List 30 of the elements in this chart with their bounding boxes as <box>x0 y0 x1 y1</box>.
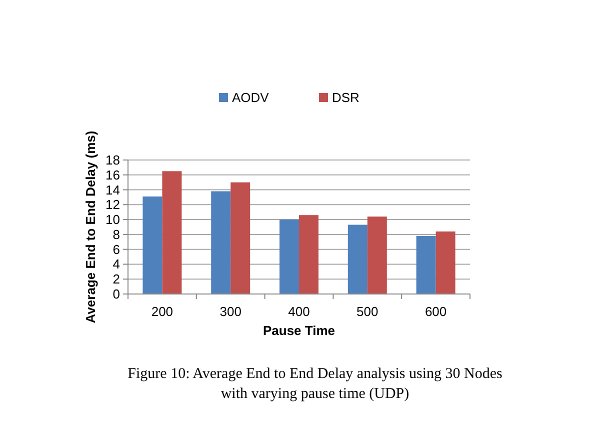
bar <box>348 224 368 294</box>
y-tick-label: 10 <box>106 212 120 228</box>
y-tick-label: 14 <box>106 182 120 198</box>
legend-label: AODV <box>232 90 270 105</box>
bar <box>367 216 387 294</box>
bar <box>280 220 299 294</box>
y-tick-label: 18 <box>106 152 120 168</box>
bar <box>299 215 318 294</box>
y-tick-label: 2 <box>112 272 120 287</box>
y-tick-label: 6 <box>112 242 120 257</box>
x-tick-label: 300 <box>220 304 242 319</box>
x-tick-label: 600 <box>424 304 447 319</box>
y-axis-title: Average End to End Delay (ms) <box>83 130 98 324</box>
bar <box>162 171 182 294</box>
y-tick-label: 12 <box>106 197 120 212</box>
bar <box>142 196 162 294</box>
y-tick-label: 4 <box>112 256 120 272</box>
x-tick-label: 500 <box>356 304 378 319</box>
x-axis-title: Pause Time <box>262 323 336 338</box>
bar <box>416 236 436 294</box>
bar <box>436 231 456 294</box>
bar <box>230 182 250 294</box>
bar <box>211 191 231 294</box>
x-tick-label: 400 <box>288 304 310 319</box>
caption: Figure 10: Average End to End Delay analysis using 30 Nodes with varying pause time (UDP) <box>128 366 502 402</box>
y-tick-label: 8 <box>112 226 120 242</box>
x-tick-label: 200 <box>151 304 174 319</box>
legend-label: DSR <box>332 90 360 105</box>
y-tick-label: 0 <box>112 286 120 302</box>
y-tick-label: 16 <box>106 167 120 182</box>
